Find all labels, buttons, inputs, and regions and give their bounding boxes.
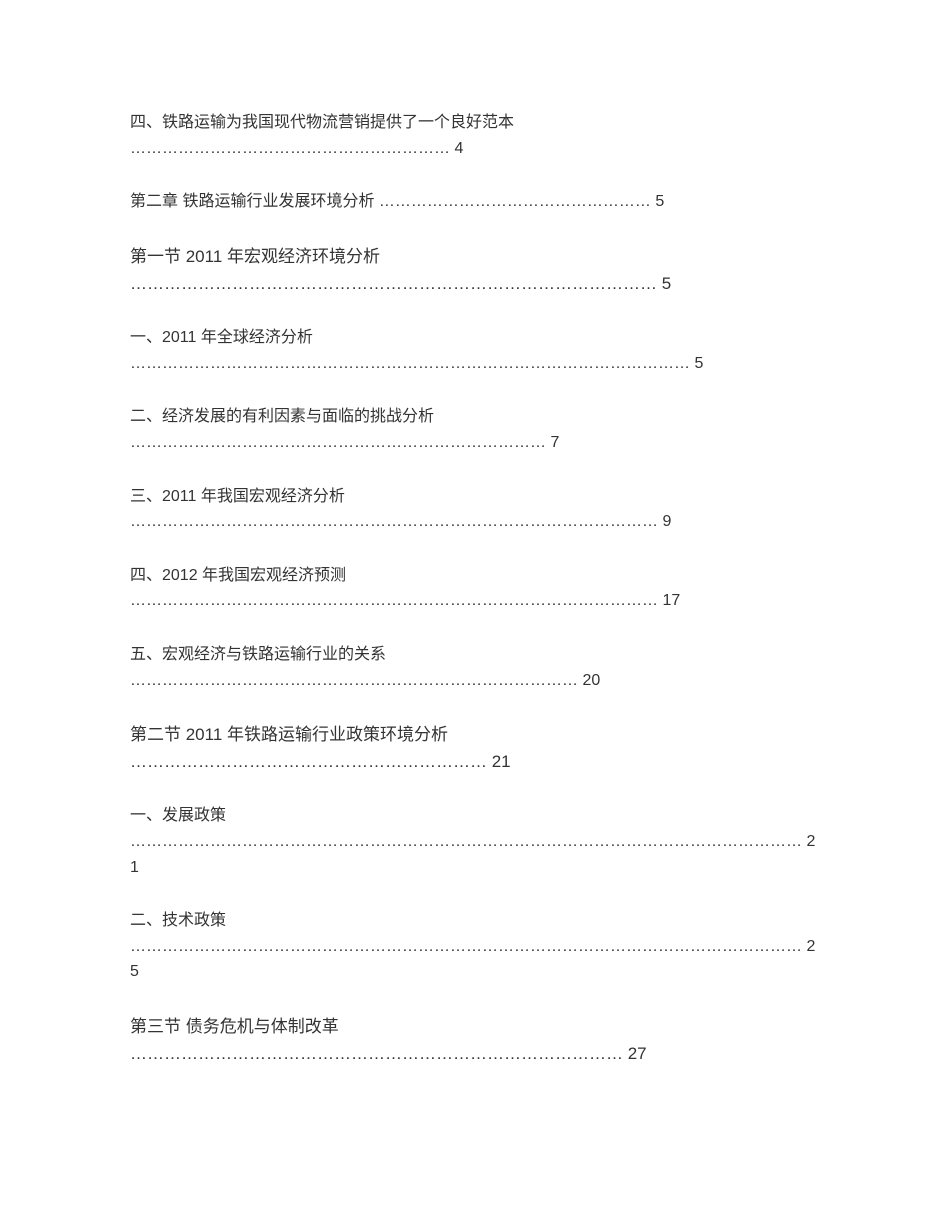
toc-title: 二、技术政策 [130,912,226,929]
toc-title: 第一节 2011 年宏观经济环境分析 [130,247,380,266]
toc-entry: 二、经济发展的有利因素与面临的挑战分析 ………………………………………………………… [130,404,820,455]
toc-entry: 第一节 2011 年宏观经济环境分析 …………………………………………………………… [130,243,820,297]
toc-dots: ……………………………………………………… [130,752,487,771]
toc-dots: ………………………………………………………………………… [130,672,578,689]
toc-dots: …………………………………………………… [130,140,450,157]
toc-dots: …………………………………………………………………………………………… [130,355,690,372]
toc-entry: 五、宏观经济与铁路运输行业的关系 ………………………………………………………………… [130,642,820,693]
toc-entry: 四、铁路运输为我国现代物流营销提供了一个良好范本 …………………………………………… [130,110,820,161]
toc-page: 7 [546,434,559,451]
toc-container: 四、铁路运输为我国现代物流营销提供了一个良好范本 …………………………………………… [130,110,820,1067]
toc-page: 5 [651,193,664,210]
toc-title: 一、发展政策 [130,807,226,824]
toc-page: 27 [623,1044,647,1063]
toc-entry: 四、2012 年我国宏观经济预测 ………………………………………………………………… [130,563,820,614]
toc-title: 四、2012 年我国宏观经济预测 [130,567,346,584]
toc-dots: ………………………………………………………………………………… [130,274,657,293]
toc-entry: 一、发展政策 …………………………………………………………………………………………… [130,803,820,880]
toc-entry: 二、技术政策 …………………………………………………………………………………………… [130,908,820,985]
toc-title: 一、2011 年全球经济分析 [130,329,313,346]
toc-title: 五、宏观经济与铁路运输行业的关系 [130,646,386,663]
toc-page: 9 [658,513,671,530]
toc-title: 第二节 2011 年铁路运输行业政策环境分析 [130,725,448,744]
toc-dots: …………………………………………………………………………………………………………… [130,938,802,955]
toc-title: 四、铁路运输为我国现代物流营销提供了一个良好范本 [130,114,514,131]
toc-title: 第二章 铁路运输行业发展环境分析 [130,193,374,210]
toc-dots: …………………………………………… [374,193,650,210]
toc-dots: ……………………………………………………………………………………… [130,592,658,609]
toc-page: 5 [690,355,703,372]
toc-page: 4 [450,140,463,157]
toc-entry: 第二章 铁路运输行业发展环境分析 …………………………………………… 5 [130,189,820,215]
toc-title: 第三节 债务危机与体制改革 [130,1017,339,1036]
toc-entry: 第二节 2011 年铁路运输行业政策环境分析 ………………………………………………… [130,721,820,775]
toc-title: 三、2011 年我国宏观经济分析 [130,488,345,505]
toc-entry: 一、2011 年全球经济分析 ……………………………………………………………………… [130,325,820,376]
toc-page: 20 [578,672,600,689]
toc-dots: …………………………………………………………………………………………………………… [130,833,802,850]
toc-dots: …………………………………………………………………… [130,434,546,451]
toc-entry: 第三节 债务危机与体制改革 ………………………………………………………………………… [130,1013,820,1067]
toc-page: 5 [657,274,671,293]
toc-dots: ……………………………………………………………………………………… [130,513,658,530]
toc-page: 17 [658,592,680,609]
toc-entry: 三、2011 年我国宏观经济分析 ………………………………………………………………… [130,484,820,535]
toc-dots: …………………………………………………………………………… [130,1044,623,1063]
toc-title: 二、经济发展的有利因素与面临的挑战分析 [130,408,434,425]
toc-page: 21 [487,752,511,771]
